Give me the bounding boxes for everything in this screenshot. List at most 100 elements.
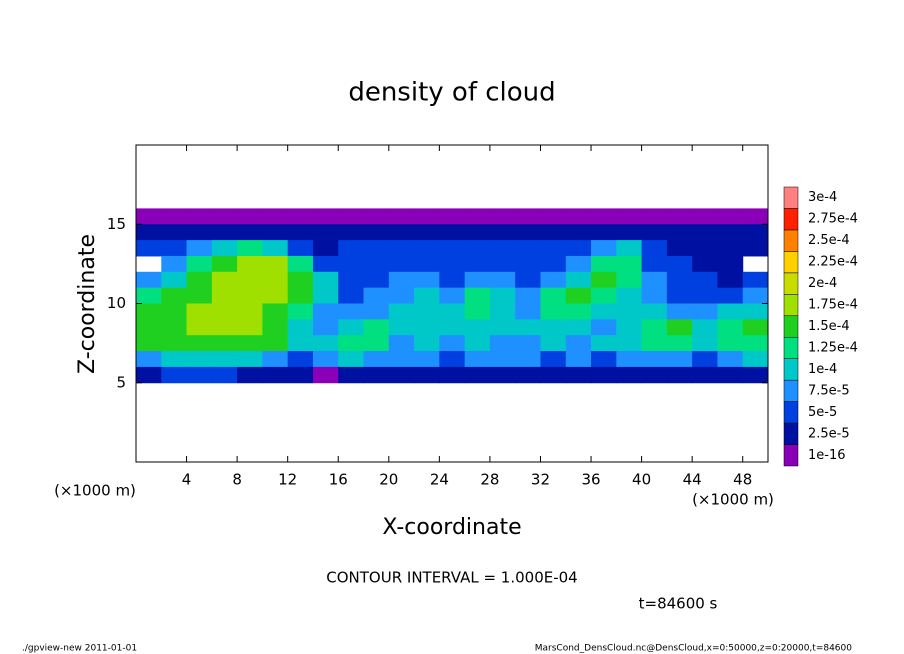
heat-cell	[312, 287, 339, 304]
heat-cell	[540, 319, 567, 336]
heat-cell	[186, 255, 213, 273]
x-tick-label: 12	[278, 471, 297, 489]
heat-cell	[464, 335, 491, 352]
heat-cell	[565, 335, 592, 352]
heat-cell	[540, 366, 567, 384]
heat-cell	[565, 351, 592, 368]
heat-cell	[464, 366, 491, 384]
heat-cell	[161, 271, 188, 289]
heat-cell	[262, 287, 289, 304]
colorbar-label: 2.75e-4	[808, 212, 858, 227]
heat-cell	[136, 335, 162, 352]
heat-cell	[540, 335, 567, 352]
heat-cell	[692, 271, 718, 289]
colorbar-box	[783, 229, 799, 252]
heat-cell	[186, 287, 213, 304]
x-tick-label: 8	[232, 471, 242, 489]
heat-cell	[414, 351, 440, 368]
heat-cell	[717, 303, 744, 320]
heat-cell	[717, 271, 744, 289]
heat-cell	[717, 319, 744, 336]
footer-left: ./gpview-new 2011-01-01	[22, 644, 137, 654]
heat-cell	[312, 224, 339, 241]
heat-cell	[717, 255, 744, 273]
heat-cell	[565, 271, 592, 289]
heat-cell	[414, 255, 440, 273]
x-tick-label: 40	[632, 471, 651, 489]
heat-cell	[641, 240, 668, 257]
x-unit: (×1000 m)	[692, 491, 774, 509]
heat-cell	[742, 271, 769, 289]
heat-cell	[717, 240, 744, 257]
colorbar-box	[783, 379, 799, 402]
heat-cell	[515, 335, 541, 352]
heat-cell	[692, 287, 718, 304]
heat-cell	[591, 271, 617, 289]
heat-cell	[338, 303, 365, 320]
heat-cell	[237, 335, 263, 352]
colorbar-label: 1.5e-4	[808, 319, 850, 334]
heat-cell	[312, 319, 339, 336]
colorbar-label: 7.5e-5	[808, 383, 850, 398]
x-tick-label: 48	[733, 471, 752, 489]
heat-cell	[666, 255, 693, 273]
heat-cell	[641, 303, 668, 320]
heat-cell	[414, 240, 440, 257]
heat-cell	[287, 351, 314, 368]
heat-cell	[591, 224, 617, 241]
heat-cell	[742, 319, 769, 336]
heat-cell	[312, 240, 339, 257]
heat-cell	[237, 351, 263, 368]
heat-cell	[262, 366, 289, 384]
heat-cell	[666, 303, 693, 320]
heat-cell	[692, 351, 718, 368]
heat-cell	[414, 319, 440, 336]
heat-cell	[515, 351, 541, 368]
heat-cell	[161, 319, 188, 336]
heat-cell	[641, 208, 668, 225]
heat-cell	[312, 208, 339, 225]
heat-cell	[540, 303, 567, 320]
heat-cell	[515, 224, 541, 241]
x-tick-label: 36	[581, 471, 600, 489]
heat-cell	[414, 271, 440, 289]
heat-cell	[211, 287, 238, 304]
heat-cell	[338, 287, 365, 304]
heat-cell	[591, 335, 617, 352]
x-tick-label: 20	[379, 471, 398, 489]
heat-cell	[717, 287, 744, 304]
heat-cell	[363, 240, 390, 257]
heat-cell	[489, 319, 516, 336]
heat-cell	[616, 240, 643, 257]
heat-cell	[489, 351, 516, 368]
heat-cell	[363, 335, 390, 352]
heat-cell	[464, 287, 491, 304]
heat-cell	[414, 224, 440, 241]
heat-cell	[489, 255, 516, 273]
heat-cell	[262, 224, 289, 241]
heat-cell	[136, 224, 162, 241]
x-tick-label: 24	[430, 471, 449, 489]
heat-cell	[186, 271, 213, 289]
heat-cell	[161, 208, 188, 225]
heat-cell	[388, 351, 415, 368]
colorbar-label: 1.75e-4	[808, 298, 858, 313]
heat-cell	[136, 208, 162, 225]
heat-cell	[363, 303, 390, 320]
heat-cell	[515, 255, 541, 273]
heat-cell	[161, 240, 188, 257]
heat-cell	[136, 351, 162, 368]
heat-cell	[312, 255, 339, 273]
y-axis-label: Z-coordinate	[75, 234, 100, 374]
heat-cell	[515, 208, 541, 225]
heat-cell	[515, 319, 541, 336]
heat-cell	[211, 208, 238, 225]
heat-cell	[363, 208, 390, 225]
heat-cell	[186, 240, 213, 257]
heat-cell	[540, 271, 567, 289]
colorbar-box	[783, 186, 799, 209]
heat-cell	[540, 255, 567, 273]
heat-cell	[641, 366, 668, 384]
heat-cell	[515, 303, 541, 320]
